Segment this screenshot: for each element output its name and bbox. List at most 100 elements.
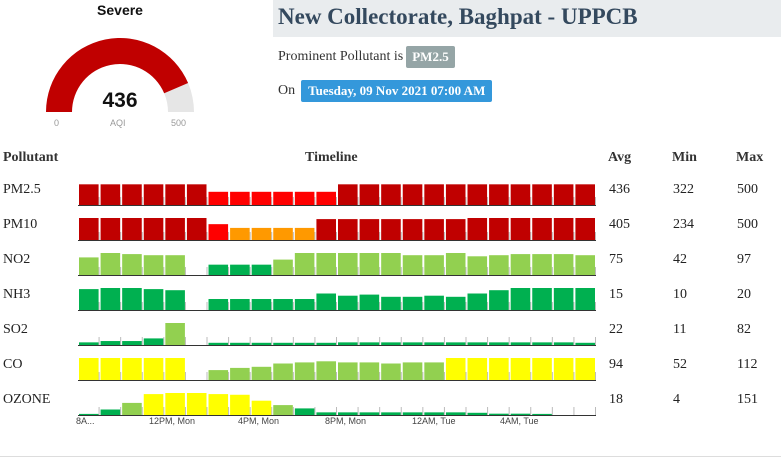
timeline-bar[interactable] [424,184,444,205]
timeline-bar[interactable] [424,295,444,310]
timeline-bar[interactable] [510,184,531,205]
timeline-bar[interactable] [208,264,229,275]
timeline-bar[interactable] [79,218,99,240]
timeline-bar[interactable] [575,184,595,205]
timeline-bar[interactable] [165,323,185,345]
timeline-bar[interactable] [532,358,552,380]
timeline-bar[interactable] [445,219,466,240]
timeline-bar[interactable] [467,412,488,415]
timeline-bar[interactable] [381,342,401,345]
timeline-bar[interactable] [273,363,293,381]
timeline-bar[interactable] [553,342,574,345]
timeline-bar[interactable] [230,342,250,345]
timeline-bar[interactable] [445,412,466,415]
timeline-bar[interactable] [165,290,185,310]
timeline-bar[interactable] [79,257,99,275]
timeline-bar[interactable] [186,393,207,415]
timeline-bar[interactable] [532,184,552,205]
timeline-bar[interactable] [467,358,488,380]
timeline-bar[interactable] [294,408,315,415]
timeline-bar[interactable] [402,296,423,310]
timeline-bar[interactable] [424,219,444,240]
timeline-bar[interactable] [424,412,444,415]
timeline-bar[interactable] [230,394,250,415]
timeline-bar[interactable] [359,184,380,205]
timeline-bar[interactable] [230,367,250,380]
timeline-bar[interactable] [445,253,466,275]
timeline-bar[interactable] [186,184,207,205]
timeline-bar[interactable] [208,342,229,345]
timeline-bar[interactable] [143,338,164,345]
timeline-bar[interactable] [143,184,164,205]
timeline-bar[interactable] [100,409,121,416]
timeline-bar[interactable] [402,184,423,205]
timeline-bar[interactable] [338,184,358,205]
timeline-bar[interactable] [575,342,595,345]
timeline-bar[interactable] [510,288,531,310]
timeline-bar[interactable] [273,259,293,275]
timeline-bar[interactable] [402,412,423,415]
timeline-bar[interactable] [79,413,99,415]
timeline-bar[interactable] [230,299,250,310]
timeline-bar[interactable] [553,184,574,205]
timeline-bar[interactable] [251,299,272,310]
timeline-bar[interactable] [294,362,315,380]
timeline-bar[interactable] [532,218,552,240]
timeline-bar[interactable] [359,412,380,415]
timeline-bar[interactable] [251,342,272,345]
timeline-bar[interactable] [381,219,401,240]
timeline-bar[interactable] [122,254,142,275]
timeline-bar[interactable] [251,227,272,240]
timeline-bar[interactable] [208,191,229,205]
timeline-bar[interactable] [122,288,142,310]
timeline-bar[interactable] [100,218,121,240]
timeline-bar[interactable] [294,342,315,345]
timeline-bar[interactable] [294,299,315,310]
timeline-bar[interactable] [143,289,164,310]
timeline-bar[interactable] [467,184,488,205]
timeline-bar[interactable] [165,218,185,240]
timeline-bar[interactable] [489,413,509,415]
timeline-bar[interactable] [467,218,488,240]
timeline-bar[interactable] [381,253,401,275]
timeline-bar[interactable] [338,295,358,310]
timeline-bar[interactable] [165,393,185,415]
timeline-bar[interactable] [316,412,336,415]
timeline-bar[interactable] [510,413,531,415]
timeline-bar[interactable] [273,299,293,310]
timeline-bar[interactable] [294,253,315,275]
timeline-bar[interactable] [510,218,531,240]
timeline-bar[interactable] [79,289,99,310]
timeline-bar[interactable] [230,264,250,275]
timeline-bar[interactable] [316,253,336,275]
timeline-bar[interactable] [338,253,358,275]
timeline-bar[interactable] [445,184,466,205]
timeline-bar[interactable] [338,362,358,380]
timeline-bar[interactable] [424,255,444,275]
timeline-bar[interactable] [273,342,293,345]
timeline-bar[interactable] [489,342,509,345]
timeline-bar[interactable] [445,296,466,310]
timeline-bar[interactable] [359,362,380,380]
timeline-bar[interactable] [575,358,595,380]
timeline-bar[interactable] [359,253,380,275]
timeline-bar[interactable] [122,341,142,345]
timeline-bar[interactable] [489,218,509,240]
timeline-bar[interactable] [575,218,595,240]
timeline-bar[interactable] [424,362,444,380]
timeline-bar[interactable] [122,358,142,380]
timeline-bar[interactable] [445,358,466,380]
timeline-bar[interactable] [467,256,488,275]
timeline-bar[interactable] [489,184,509,205]
timeline-bar[interactable] [467,293,488,311]
timeline-bar[interactable] [445,342,466,345]
timeline-bar[interactable] [338,342,358,345]
timeline-bar[interactable] [575,288,595,310]
timeline-bar[interactable] [553,358,574,380]
timeline-bar[interactable] [381,296,401,310]
timeline-bar[interactable] [489,255,509,275]
timeline-bar[interactable] [165,255,185,275]
timeline-bar[interactable] [100,341,121,345]
timeline-bar[interactable] [100,358,121,380]
timeline-bar[interactable] [359,294,380,310]
